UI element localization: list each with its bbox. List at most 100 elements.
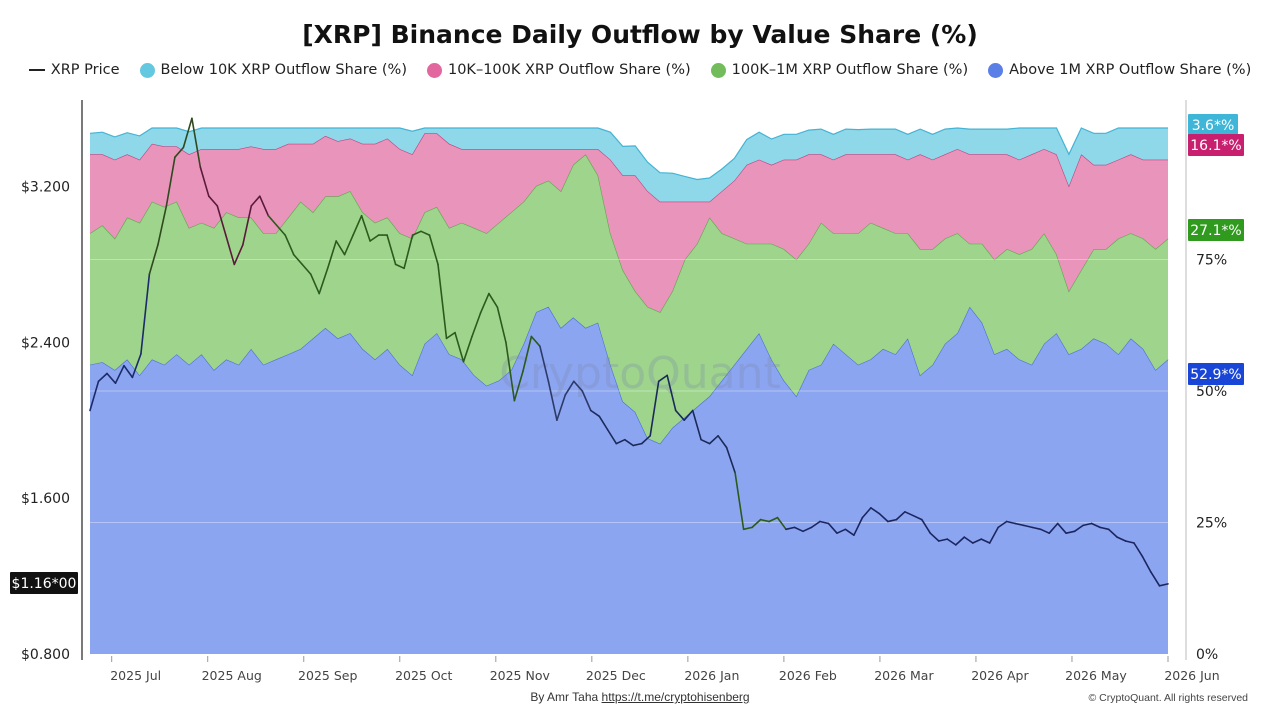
price-line-segment bbox=[887, 518, 898, 523]
price-line-segment bbox=[148, 244, 159, 275]
legend-line-icon bbox=[28, 69, 45, 71]
last-above-1m-badge: 52.9*% bbox=[1188, 363, 1244, 385]
price-line-segment bbox=[929, 532, 940, 542]
y-left-tick-label: $1.600 bbox=[21, 491, 70, 507]
price-line-segment bbox=[581, 390, 592, 412]
price-line-segment bbox=[980, 538, 991, 544]
legend-item-10k-100k[interactable]: 10K–100K XRP Outflow Share (%) bbox=[426, 62, 691, 78]
last-100k-1m-badge-text: 27.1*% bbox=[1190, 223, 1241, 239]
price-line-segment bbox=[258, 195, 270, 217]
price-line-segment bbox=[420, 230, 431, 236]
credit-link[interactable]: https://t.me/cryptohisenberg bbox=[601, 690, 750, 704]
price-line-segment bbox=[547, 380, 558, 422]
price-line-segment bbox=[471, 312, 482, 338]
price-line-segment bbox=[343, 234, 354, 256]
price-line-segment bbox=[632, 442, 643, 447]
footer-credit: By Amr Taha https://t.me/cryptohisenberg bbox=[0, 690, 1280, 704]
price-line-segment bbox=[1014, 522, 1025, 527]
last-price-badge: $1.16*00 bbox=[10, 572, 78, 594]
price-line-segment bbox=[360, 214, 371, 242]
legend-label: Above 1M XRP Outflow Share (%) bbox=[1009, 62, 1252, 78]
price-line-segment bbox=[1133, 542, 1144, 558]
price-line-segment bbox=[131, 353, 142, 379]
last-below-10k-badge: 3.6*% bbox=[1188, 114, 1238, 136]
price-line-segment bbox=[666, 374, 677, 412]
price-line-segment bbox=[1124, 540, 1135, 544]
price-line-segment bbox=[403, 234, 414, 270]
legend-item-below-10k[interactable]: Below 10K XRP Outflow Share (%) bbox=[139, 62, 407, 78]
price-line-segment bbox=[946, 538, 957, 546]
price-line-segment bbox=[1048, 522, 1059, 535]
x-tick-label: 2026 Feb bbox=[779, 668, 837, 683]
price-line-segment bbox=[708, 434, 719, 445]
price-line-segment bbox=[267, 214, 278, 227]
legend-dot-icon bbox=[710, 62, 726, 78]
y-right-tick-label: 75% bbox=[1196, 253, 1227, 269]
legend-dot-icon bbox=[426, 62, 442, 78]
price-line-segment bbox=[937, 538, 949, 542]
last-10k-100k-badge-text: 16.1*% bbox=[1190, 138, 1241, 154]
price-line-segment bbox=[114, 364, 125, 385]
price-line-segment bbox=[895, 510, 906, 521]
price-line-segment bbox=[513, 370, 524, 402]
price-line-segment bbox=[242, 205, 253, 246]
legend-item-above-1m[interactable]: Above 1M XRP Outflow Share (%) bbox=[988, 62, 1251, 78]
area-below-10k bbox=[90, 128, 1168, 202]
price-line-segment bbox=[1158, 583, 1169, 587]
chart-title: [XRP] Binance Daily Outflow by Value Sha… bbox=[302, 20, 978, 49]
axes: $0.800 $1.600 $2.400 $3.200 0% 25% 50% 75% 2025 … bbox=[21, 100, 1227, 683]
area-below-10k-edge bbox=[89, 127, 1168, 181]
price-line-segment bbox=[326, 240, 338, 270]
last-price-badge-text: $1.16*00 bbox=[12, 576, 77, 592]
price-line-segment bbox=[123, 364, 134, 379]
price-line-segment bbox=[191, 117, 202, 168]
price-line-segment bbox=[870, 507, 881, 515]
x-tick-label: 2025 Dec bbox=[586, 668, 646, 683]
price-line-segment bbox=[912, 514, 923, 521]
last-100k-1m-badge-box bbox=[1188, 219, 1244, 241]
legend-item-xrp-price[interactable]: XRP Price bbox=[28, 62, 120, 78]
price-line-segment bbox=[539, 345, 550, 383]
price-line-segment bbox=[462, 335, 473, 363]
price-line-segment bbox=[1099, 526, 1110, 531]
x-tick-label: 2026 May bbox=[1065, 668, 1127, 683]
price-line-segment bbox=[861, 507, 872, 519]
x-tick-label: 2025 Oct bbox=[395, 668, 452, 683]
price-line-segment bbox=[97, 372, 108, 383]
price-line-segment bbox=[479, 292, 490, 314]
price-line-segment bbox=[1141, 555, 1152, 574]
y-right-tick-label: 50% bbox=[1196, 384, 1227, 400]
price-line-segment bbox=[734, 471, 745, 531]
price-line-segment bbox=[920, 518, 932, 535]
price-line-segment bbox=[1065, 530, 1076, 535]
price-line-segment bbox=[1150, 571, 1161, 587]
price-line-segment bbox=[530, 335, 541, 348]
price-line-segment bbox=[768, 516, 779, 523]
price-line-segment bbox=[1082, 522, 1093, 527]
price-line-segment bbox=[717, 434, 728, 449]
price-line-segment bbox=[225, 234, 236, 266]
last-above-1m-badge-text: 52.9*% bbox=[1190, 367, 1241, 383]
price-line-segment bbox=[369, 234, 380, 242]
x-tick-label: 2025 Nov bbox=[490, 668, 551, 683]
legend-label: Below 10K XRP Outflow Share (%) bbox=[160, 62, 407, 78]
price-line-segment bbox=[522, 335, 533, 373]
price-line-segment bbox=[1090, 522, 1101, 529]
price-line-segment bbox=[1056, 522, 1067, 535]
price-line-segment bbox=[301, 263, 312, 275]
price-line-group bbox=[89, 117, 1169, 587]
x-tick-label: 2026 Mar bbox=[874, 668, 934, 683]
price-line-segment bbox=[802, 526, 813, 533]
price-line-segment bbox=[572, 380, 584, 392]
x-tick-label: 2025 Jul bbox=[110, 668, 161, 683]
price-line-segment bbox=[623, 438, 635, 447]
price-line-segment bbox=[598, 415, 609, 431]
last-below-10k-badge-box bbox=[1188, 114, 1238, 136]
price-line-segment bbox=[606, 429, 618, 445]
legend-item-100k-1m[interactable]: 100K–1M XRP Outflow Share (%) bbox=[710, 62, 968, 78]
price-line-segment bbox=[216, 205, 227, 236]
price-line-segment bbox=[199, 166, 210, 197]
price-line-segment bbox=[878, 512, 889, 523]
price-line-segment bbox=[352, 214, 363, 236]
price-line-segment bbox=[742, 526, 753, 531]
